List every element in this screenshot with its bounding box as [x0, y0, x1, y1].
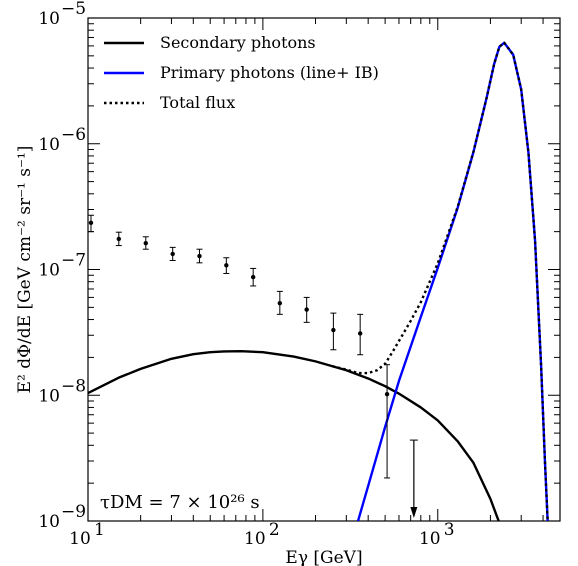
- y-tick-label-exponent: −7: [61, 251, 86, 271]
- labels: 10 1 10 2 10 310 −910 −810 −710 −610 −5Eγ [GeV]E² …: [15, 0, 455, 566]
- x-tick-label: 10: [244, 529, 266, 549]
- data-point: [88, 220, 94, 226]
- lifetime-annotation: τDM = 7 × 10²⁶ s: [100, 492, 260, 513]
- x-tick-label-exponent: 1: [94, 520, 105, 540]
- data-point: [304, 307, 309, 312]
- legend-label-1: Primary photons (line+ IB): [160, 63, 379, 82]
- plot-frame: [87, 17, 561, 522]
- data-points: [87, 214, 418, 518]
- plot-area: [88, 41, 549, 521]
- y-tick-label-exponent: −9: [61, 502, 86, 522]
- ticks: [87, 17, 561, 522]
- data-point: [357, 331, 363, 336]
- data-point: [384, 391, 390, 397]
- x-axis-label: Eγ [GeV]: [285, 548, 362, 566]
- y-tick-label: 10: [38, 261, 60, 281]
- y-tick-label: 10: [38, 135, 60, 155]
- y-tick-label-exponent: −8: [61, 376, 86, 396]
- legend: Secondary photons Primary photons (line+ …: [104, 33, 379, 112]
- data-point: [224, 263, 229, 268]
- y-tick-label-exponent: −5: [61, 0, 86, 19]
- data-point: [277, 300, 283, 306]
- y-tick-label-exponent: −6: [61, 125, 86, 145]
- x-tick-label: 10: [419, 529, 441, 549]
- y-tick-label: 10: [38, 9, 60, 29]
- series-line-2: [332, 41, 549, 521]
- y-tick-label: 10: [38, 386, 60, 406]
- data-point: [331, 327, 336, 333]
- series-line-0: [88, 350, 501, 521]
- data-point: [116, 236, 121, 242]
- x-tick-label-exponent: 3: [444, 520, 455, 540]
- x-tick-label-exponent: 2: [269, 520, 280, 540]
- data-point: [250, 274, 256, 280]
- data-point: [170, 251, 175, 257]
- legend-label-0: Secondary photons: [160, 33, 316, 52]
- y-axis-label: E² dΦ/dE [GeV cm⁻² sr⁻¹ s⁻¹]: [15, 146, 35, 394]
- axes-frame: [87, 17, 561, 522]
- series-line-1: [356, 41, 549, 521]
- y-tick-label: 10: [38, 512, 60, 532]
- data-point: [143, 240, 148, 246]
- data-point: [197, 253, 202, 259]
- legend-label-2: Total flux: [160, 93, 235, 112]
- x-tick-label: 10: [69, 529, 91, 549]
- upper-limit-arrowhead: [410, 507, 418, 518]
